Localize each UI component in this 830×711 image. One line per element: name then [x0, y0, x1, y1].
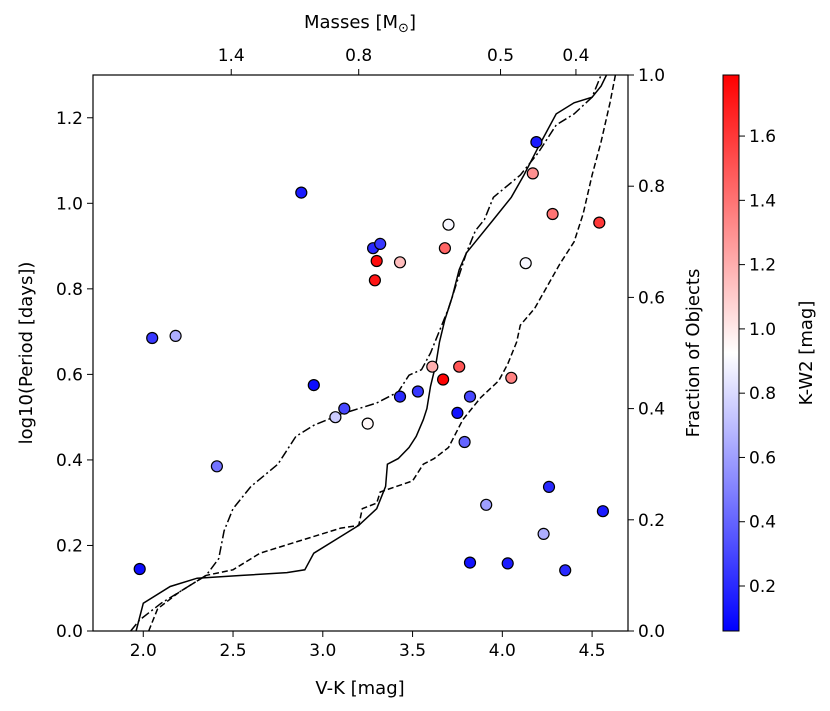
data-point — [370, 254, 383, 268]
right-axis-ticks: 0.0 0.2 0.4 0.6 0.8 1.0 — [628, 66, 665, 642]
top-axis-label-text: Masses [M — [304, 12, 398, 33]
data-point — [374, 237, 387, 250]
y-tick-label: 0.2 — [56, 536, 83, 556]
x-tick-label: 4.0 — [489, 641, 516, 661]
cdf-lines — [130, 74, 617, 632]
data-point — [438, 242, 451, 255]
colorbar-tick-label: 0.2 — [749, 577, 776, 597]
right-tick-label: 0.2 — [638, 511, 665, 531]
colorbar-tick-label: 0.6 — [749, 448, 776, 468]
data-point — [542, 480, 556, 493]
y-axis-label: log10(Period [days]) — [16, 262, 37, 445]
top-axis-label-close: ] — [409, 12, 416, 33]
colorbar-tick-label: 1.6 — [749, 127, 776, 147]
data-point — [530, 136, 543, 149]
x-axis-ticks: 2.0 2.5 3.0 3.5 4.0 4.5 — [130, 631, 606, 661]
y-tick-label: 0.6 — [56, 365, 83, 385]
colorbar-tick-label: 1.2 — [749, 256, 776, 276]
right-tick-label: 0.0 — [638, 622, 665, 642]
scatter-points — [133, 136, 610, 577]
colorbar-tick-label: 1.4 — [749, 191, 776, 211]
data-point — [411, 385, 424, 398]
top-tick-label: 0.4 — [562, 46, 589, 66]
cdf-line-dashdot — [130, 74, 602, 632]
right-tick-label: 1.0 — [638, 66, 665, 86]
colorbar-tick-label: 0.8 — [749, 384, 776, 404]
right-tick-label: 0.4 — [638, 400, 665, 420]
data-point — [368, 274, 381, 287]
colorbar — [722, 74, 740, 632]
plot-frame — [92, 74, 629, 632]
colorbar-tick-label: 0.4 — [749, 513, 776, 533]
x-axis-label: V-K [mag] — [315, 678, 404, 699]
data-point — [437, 373, 450, 386]
y-tick-label: 1.0 — [56, 194, 83, 214]
data-point — [559, 564, 572, 577]
x-tick-label: 3.0 — [309, 641, 336, 661]
data-point — [169, 329, 182, 342]
y-tick-label: 1.2 — [56, 109, 83, 129]
data-point — [393, 256, 407, 269]
colorbar-label: K-W2 [mag] — [796, 301, 817, 406]
top-tick-label: 1.4 — [218, 46, 245, 66]
data-point — [361, 417, 374, 430]
x-tick-label: 2.5 — [220, 641, 247, 661]
data-point — [338, 402, 351, 415]
data-point — [442, 218, 455, 231]
data-point — [133, 562, 146, 576]
data-point — [463, 556, 477, 569]
data-point — [458, 435, 471, 449]
right-tick-label: 0.6 — [638, 288, 665, 308]
data-point — [210, 460, 223, 473]
data-point — [593, 216, 606, 229]
data-point — [307, 379, 320, 392]
y-tick-label: 0.0 — [56, 622, 83, 642]
data-point — [537, 527, 550, 541]
data-point — [505, 371, 518, 384]
data-point — [526, 167, 539, 180]
colorbar-tick-label: 1.0 — [749, 320, 776, 340]
data-point — [480, 498, 493, 511]
data-point — [295, 186, 308, 199]
data-point — [453, 360, 466, 373]
y-axis-ticks: 0.0 0.2 0.4 0.6 0.8 1.0 1.2 — [56, 109, 93, 642]
sun-symbol: ⊙ — [398, 21, 409, 36]
data-point — [393, 390, 407, 403]
y-tick-label: 0.8 — [56, 280, 83, 300]
data-point — [546, 207, 559, 221]
y-tick-label: 0.4 — [56, 451, 83, 471]
colorbar-ticks: 0.2 0.4 0.6 0.8 1.0 1.2 1.4 1.6 — [739, 127, 776, 597]
data-point — [329, 411, 342, 424]
data-point — [596, 505, 610, 518]
data-point — [451, 406, 464, 419]
top-axis-label: Masses [M⊙] — [304, 12, 416, 36]
x-tick-label: 2.0 — [130, 641, 157, 661]
x-tick-label: 4.5 — [579, 641, 606, 661]
right-axis-label: Fraction of Objects — [683, 269, 704, 438]
data-point — [426, 360, 439, 373]
cdf-line-dashed — [148, 74, 617, 632]
data-point — [501, 557, 514, 570]
data-point — [519, 257, 532, 270]
top-tick-label: 0.8 — [345, 46, 372, 66]
x-tick-label: 3.5 — [399, 641, 426, 661]
right-tick-label: 0.8 — [638, 177, 665, 197]
data-point — [463, 390, 477, 403]
data-point — [146, 331, 159, 345]
top-mass-axis-ticks: 1.4 0.8 0.5 0.4 — [218, 46, 589, 75]
top-tick-label: 0.5 — [487, 46, 514, 66]
cdf-line-solid — [135, 74, 608, 632]
